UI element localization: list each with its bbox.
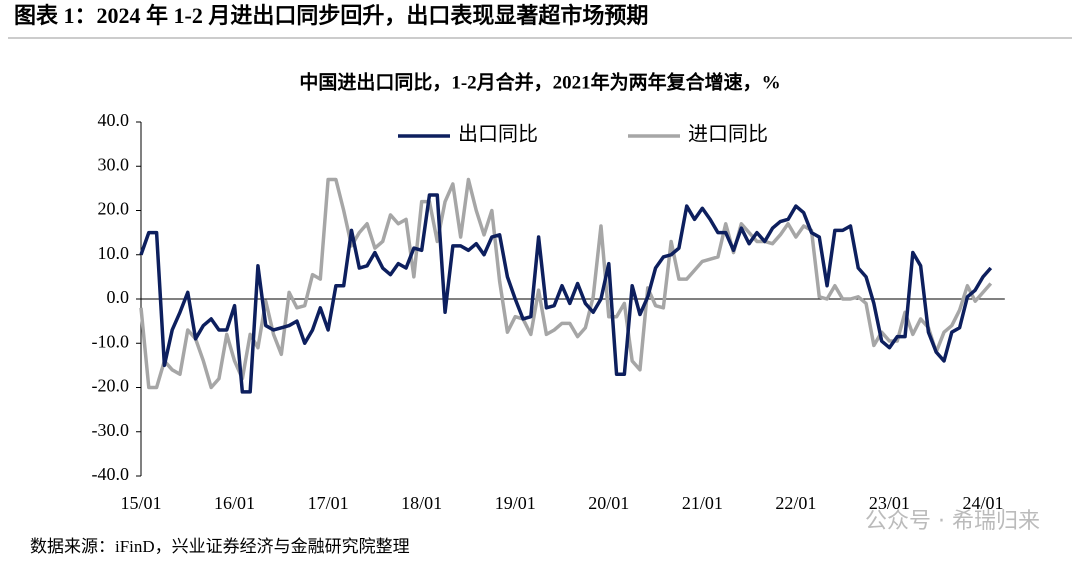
x-tick-label: 24/01 bbox=[962, 493, 1003, 513]
x-tick-label: 21/01 bbox=[682, 493, 723, 513]
legend-label: 进口同比 bbox=[688, 123, 768, 146]
x-tick-label: 17/01 bbox=[308, 493, 349, 513]
y-tick-label: -10.0 bbox=[92, 331, 130, 351]
y-tick-label: -40.0 bbox=[92, 464, 130, 484]
series-line bbox=[139, 193, 993, 394]
x-tick-label: 16/01 bbox=[214, 493, 255, 513]
x-tick-label: 23/01 bbox=[869, 493, 910, 513]
y-tick-label: 0.0 bbox=[107, 287, 130, 307]
y-tick-label: 30.0 bbox=[98, 154, 130, 174]
y-tick-label: -30.0 bbox=[92, 420, 130, 440]
y-tick-label: 40.0 bbox=[98, 110, 130, 130]
watermark: 公众号 · 希瑞归来 bbox=[865, 509, 1040, 534]
legend-label: 出口同比 bbox=[458, 123, 538, 146]
figure-title: 图表 1：2024 年 1-2 月进出口同步回升，出口表现显著超市场预期 bbox=[14, 3, 648, 28]
chart-title: 中国进出口同比，1-2月合并，2021年为两年复合增速，% bbox=[299, 70, 780, 93]
y-tick-label: 20.0 bbox=[98, 199, 130, 219]
x-tick-label: 18/01 bbox=[401, 493, 442, 513]
x-tick-label: 22/01 bbox=[775, 493, 816, 513]
x-tick-label: 20/01 bbox=[588, 493, 629, 513]
source-note: 数据来源：iFinD，兴业证券经济与金融研究院整理 bbox=[30, 537, 410, 556]
y-tick-label: 10.0 bbox=[98, 243, 130, 263]
y-tick-label: -20.0 bbox=[92, 376, 130, 396]
x-tick-label: 15/01 bbox=[120, 493, 161, 513]
series-line bbox=[139, 177, 993, 390]
x-tick-label: 19/01 bbox=[495, 493, 536, 513]
